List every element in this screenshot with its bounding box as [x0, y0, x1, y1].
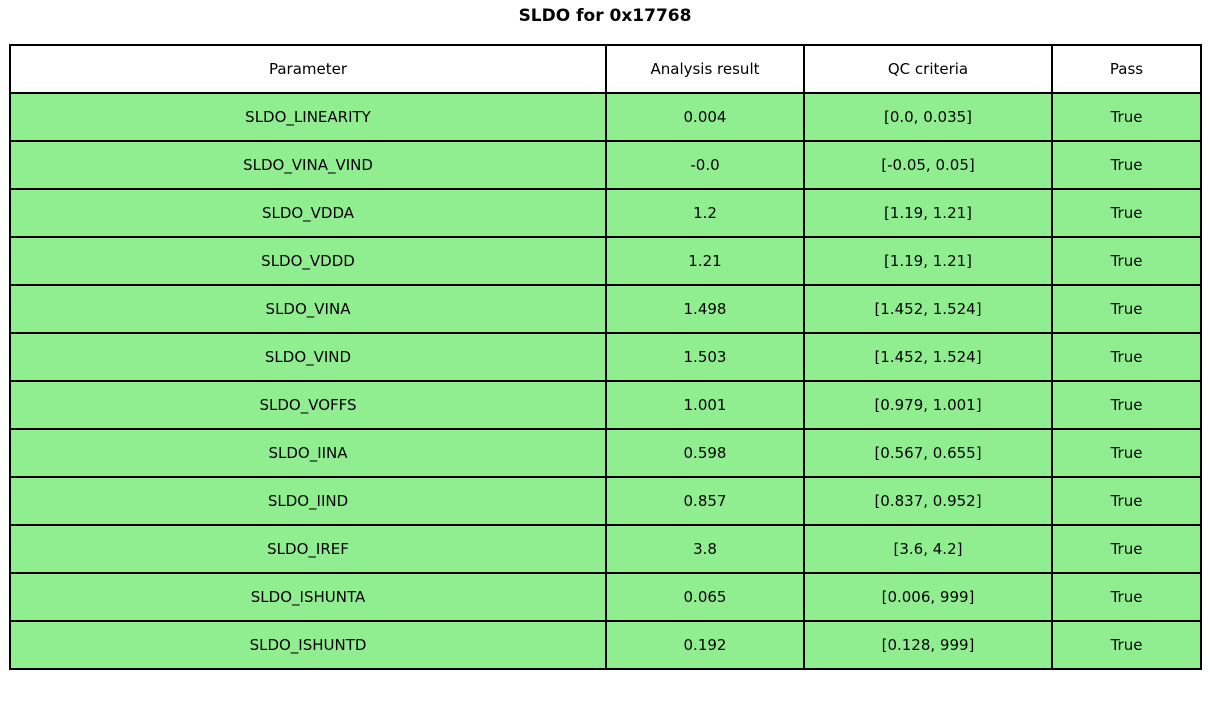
cell-parameter: SLDO_VINA_VIND	[10, 141, 606, 189]
cell-parameter: SLDO_IINA	[10, 429, 606, 477]
cell-analysis-result: 1.21	[606, 237, 804, 285]
table-row: SLDO_VOFFS 1.001 [0.979, 1.001] True	[10, 381, 1201, 429]
table-row: SLDO_IREF 3.8 [3.6, 4.2] True	[10, 525, 1201, 573]
cell-pass: True	[1052, 141, 1201, 189]
cell-pass: True	[1052, 237, 1201, 285]
cell-analysis-result: 0.192	[606, 621, 804, 669]
cell-qc-criteria: [-0.05, 0.05]	[804, 141, 1052, 189]
table-row: SLDO_ISHUNTD 0.192 [0.128, 999] True	[10, 621, 1201, 669]
cell-pass: True	[1052, 189, 1201, 237]
cell-qc-criteria: [0.837, 0.952]	[804, 477, 1052, 525]
cell-analysis-result: 1.503	[606, 333, 804, 381]
table-row: SLDO_VIND 1.503 [1.452, 1.524] True	[10, 333, 1201, 381]
cell-parameter: SLDO_VDDA	[10, 189, 606, 237]
header-row: Parameter Analysis result QC criteria Pa…	[10, 45, 1201, 93]
table-row: SLDO_IINA 0.598 [0.567, 0.655] True	[10, 429, 1201, 477]
cell-analysis-result: 3.8	[606, 525, 804, 573]
table-row: SLDO_IIND 0.857 [0.837, 0.952] True	[10, 477, 1201, 525]
cell-pass: True	[1052, 477, 1201, 525]
cell-analysis-result: 0.065	[606, 573, 804, 621]
cell-analysis-result: 0.004	[606, 93, 804, 141]
cell-qc-criteria: [3.6, 4.2]	[804, 525, 1052, 573]
cell-qc-criteria: [0.006, 999]	[804, 573, 1052, 621]
cell-qc-criteria: [0.567, 0.655]	[804, 429, 1052, 477]
cell-parameter: SLDO_IIND	[10, 477, 606, 525]
cell-pass: True	[1052, 573, 1201, 621]
cell-qc-criteria: [1.452, 1.524]	[804, 285, 1052, 333]
column-header-parameter: Parameter	[10, 45, 606, 93]
table-row: SLDO_LINEARITY 0.004 [0.0, 0.035] True	[10, 93, 1201, 141]
cell-parameter: SLDO_ISHUNTA	[10, 573, 606, 621]
cell-parameter: SLDO_VOFFS	[10, 381, 606, 429]
cell-pass: True	[1052, 525, 1201, 573]
table-row: SLDO_ISHUNTA 0.065 [0.006, 999] True	[10, 573, 1201, 621]
cell-pass: True	[1052, 621, 1201, 669]
cell-analysis-result: 1.2	[606, 189, 804, 237]
cell-pass: True	[1052, 381, 1201, 429]
cell-parameter: SLDO_VDDD	[10, 237, 606, 285]
cell-qc-criteria: [0.979, 1.001]	[804, 381, 1052, 429]
cell-qc-criteria: [1.19, 1.21]	[804, 189, 1052, 237]
column-header-qc-criteria: QC criteria	[804, 45, 1052, 93]
cell-analysis-result: 1.001	[606, 381, 804, 429]
cell-qc-criteria: [1.19, 1.21]	[804, 237, 1052, 285]
cell-pass: True	[1052, 333, 1201, 381]
cell-parameter: SLDO_LINEARITY	[10, 93, 606, 141]
cell-analysis-result: 0.857	[606, 477, 804, 525]
cell-analysis-result: 0.598	[606, 429, 804, 477]
table-row: SLDO_VDDD 1.21 [1.19, 1.21] True	[10, 237, 1201, 285]
table-header: Parameter Analysis result QC criteria Pa…	[10, 45, 1201, 93]
qc-results-table: Parameter Analysis result QC criteria Pa…	[9, 44, 1202, 670]
column-header-pass: Pass	[1052, 45, 1201, 93]
cell-qc-criteria: [1.452, 1.524]	[804, 333, 1052, 381]
table-row: SLDO_VINA_VIND -0.0 [-0.05, 0.05] True	[10, 141, 1201, 189]
cell-pass: True	[1052, 429, 1201, 477]
table-row: SLDO_VINA 1.498 [1.452, 1.524] True	[10, 285, 1201, 333]
cell-analysis-result: -0.0	[606, 141, 804, 189]
cell-analysis-result: 1.498	[606, 285, 804, 333]
page-title: SLDO for 0x17768	[518, 6, 692, 26]
cell-parameter: SLDO_ISHUNTD	[10, 621, 606, 669]
cell-pass: True	[1052, 93, 1201, 141]
table-body: SLDO_LINEARITY 0.004 [0.0, 0.035] True SLDO_…	[10, 93, 1201, 669]
cell-parameter: SLDO_IREF	[10, 525, 606, 573]
table-row: SLDO_VDDA 1.2 [1.19, 1.21] True	[10, 189, 1201, 237]
cell-parameter: SLDO_VIND	[10, 333, 606, 381]
cell-parameter: SLDO_VINA	[10, 285, 606, 333]
column-header-analysis-result: Analysis result	[606, 45, 804, 93]
cell-qc-criteria: [0.0, 0.035]	[804, 93, 1052, 141]
cell-qc-criteria: [0.128, 999]	[804, 621, 1052, 669]
cell-pass: True	[1052, 285, 1201, 333]
